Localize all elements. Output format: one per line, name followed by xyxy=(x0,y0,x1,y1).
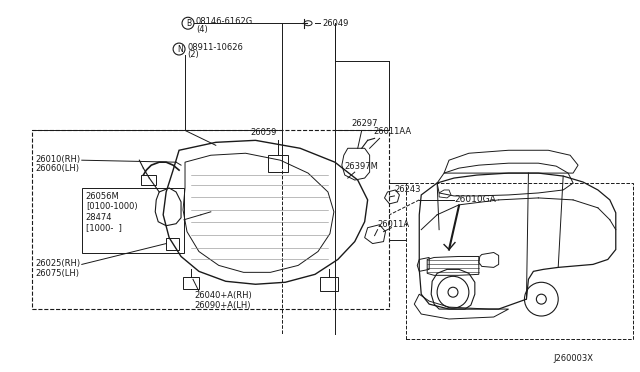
Text: B: B xyxy=(186,19,191,28)
Text: (4): (4) xyxy=(196,25,208,34)
Bar xyxy=(32,131,390,309)
Bar xyxy=(406,183,633,339)
Text: 26075(LH): 26075(LH) xyxy=(35,269,79,278)
Text: 26056M: 26056M xyxy=(86,192,120,201)
Bar xyxy=(268,155,288,172)
Text: 26397M: 26397M xyxy=(345,162,379,171)
Bar xyxy=(320,277,338,291)
Bar xyxy=(82,188,184,253)
Text: 26060(LH): 26060(LH) xyxy=(35,164,79,173)
Text: 26011A: 26011A xyxy=(378,220,410,229)
Text: 26010GA: 26010GA xyxy=(454,195,496,204)
Text: (2): (2) xyxy=(187,51,199,60)
Bar xyxy=(166,238,179,250)
Text: 26025(RH): 26025(RH) xyxy=(35,259,80,269)
Text: 26243: 26243 xyxy=(394,185,421,194)
Text: [1000-  ]: [1000- ] xyxy=(86,223,122,232)
Text: 26059: 26059 xyxy=(250,128,277,137)
Text: 26297: 26297 xyxy=(352,119,378,128)
Bar xyxy=(141,175,156,185)
Text: 26011AA: 26011AA xyxy=(374,128,412,137)
Text: 26090+A(LH): 26090+A(LH) xyxy=(194,301,250,310)
Text: 08911-10626: 08911-10626 xyxy=(187,42,243,52)
Bar xyxy=(183,277,199,289)
Text: J260003X: J260003X xyxy=(553,354,593,363)
Text: 08146-6162G: 08146-6162G xyxy=(196,17,253,26)
Text: 26040+A(RH): 26040+A(RH) xyxy=(194,291,252,300)
Text: [0100-1000): [0100-1000) xyxy=(86,202,138,211)
Text: 26049: 26049 xyxy=(322,19,348,28)
Text: 26010(RH): 26010(RH) xyxy=(35,155,80,164)
Text: N: N xyxy=(177,45,183,54)
Text: 28474: 28474 xyxy=(86,213,112,222)
